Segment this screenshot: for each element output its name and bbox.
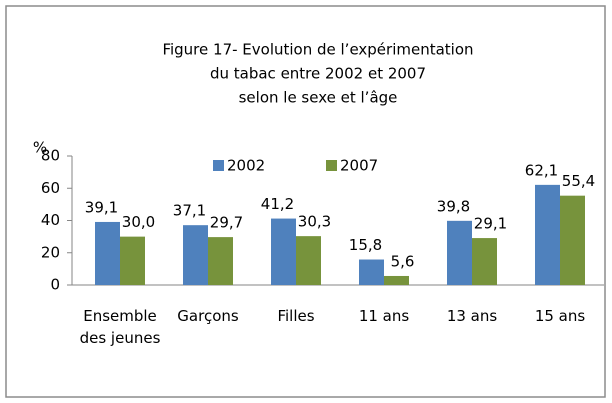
- bar: [183, 225, 208, 285]
- x-tick-label: Filles: [277, 307, 315, 325]
- chart-title: Figure 17- Evolution de l’expérimentatio…: [162, 41, 473, 59]
- legend-swatch: [213, 160, 224, 171]
- bar: [384, 275, 409, 285]
- x-tick-label: 15 ans: [534, 307, 586, 325]
- bar: [120, 236, 145, 285]
- legend-label: 2002: [227, 157, 265, 175]
- bar: [560, 195, 585, 285]
- legend-swatch: [326, 160, 337, 171]
- chart-title: selon le sexe et l’âge: [239, 89, 398, 107]
- y-axis-label: %: [33, 139, 47, 157]
- data-label: 55,4: [562, 172, 595, 190]
- x-tick-label: 11 ans: [358, 307, 410, 325]
- y-tick-label: 80: [41, 147, 60, 165]
- bar: [208, 237, 233, 285]
- data-label: 62,1: [525, 161, 558, 179]
- y-tick-label: 0: [50, 276, 60, 294]
- bar: [296, 236, 321, 285]
- data-label: 30,0: [122, 213, 155, 231]
- data-label: 5,6: [391, 252, 415, 270]
- x-tick-label: 13 ans: [446, 307, 498, 325]
- data-label: 29,1: [474, 215, 507, 233]
- data-label: 39,1: [85, 198, 118, 216]
- x-tick-label: Garçons: [177, 307, 239, 325]
- y-tick-label: 40: [41, 211, 60, 229]
- bar: [535, 184, 560, 285]
- bar: [359, 259, 384, 285]
- y-tick-label: 60: [41, 179, 60, 197]
- bar: [472, 238, 497, 285]
- bar: [271, 218, 296, 285]
- chart-frame: [5, 5, 606, 398]
- legend-label: 2007: [340, 157, 378, 175]
- data-label: 37,1: [173, 202, 206, 220]
- data-label: 30,3: [298, 213, 331, 231]
- bar: [95, 221, 120, 285]
- x-tick-label: Ensemble des jeunes: [79, 307, 161, 347]
- data-label: 41,2: [261, 195, 294, 213]
- y-tick-label: 20: [41, 243, 60, 261]
- bar: [447, 220, 472, 285]
- data-label: 15,8: [349, 236, 382, 254]
- data-label: 29,7: [210, 214, 243, 232]
- chart-title: du tabac entre 2002 et 2007: [210, 65, 426, 83]
- data-label: 39,8: [437, 197, 470, 215]
